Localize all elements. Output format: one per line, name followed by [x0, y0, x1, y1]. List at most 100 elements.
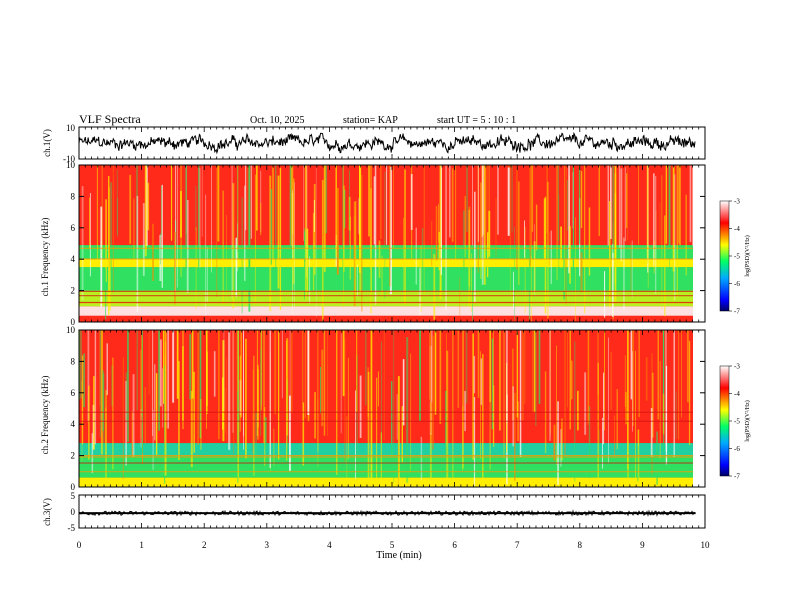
s1-streak [647, 165, 649, 288]
s1-streak [584, 165, 586, 314]
s2-band-1 [79, 455, 693, 478]
s2-streak [347, 357, 349, 459]
s1-streak [653, 240, 655, 274]
ch3-waveform-band [79, 512, 696, 515]
s2-streak [610, 351, 612, 410]
s1-streak [147, 182, 150, 231]
s1-streak [237, 165, 239, 268]
s1-streak [598, 165, 600, 236]
s1-streak [195, 185, 197, 232]
s2-streak [556, 345, 557, 465]
s1-streak [304, 165, 307, 300]
s1-streak [275, 165, 277, 275]
s1-streak [618, 165, 620, 248]
s2-streak [257, 364, 259, 440]
s2-streak [377, 371, 379, 407]
s1-streak [100, 206, 103, 307]
frequency-tick-label: 2 [71, 451, 76, 461]
s2-streak [81, 355, 84, 445]
s2-streak [452, 330, 454, 485]
s1-streak [556, 165, 558, 280]
s1-streak [393, 165, 394, 249]
s2-streak [695, 330, 696, 415]
s1-streak [180, 190, 182, 238]
s2-streak [446, 350, 449, 487]
s1-streak [380, 165, 382, 239]
s2-streak [564, 330, 566, 455]
s2-streak [659, 361, 661, 459]
s2-streak [240, 330, 242, 418]
s2-streak [273, 428, 275, 466]
s2-streak [136, 330, 138, 411]
s1-streak [659, 202, 661, 245]
colorbar-tick-label: -7 [734, 308, 740, 316]
s2-streak [398, 416, 399, 484]
s1-streak [474, 191, 476, 303]
s1-streak [626, 173, 628, 229]
s2-streak [503, 331, 505, 458]
time-tick-label: 7 [515, 540, 520, 550]
s2-streak [93, 376, 95, 450]
time-tick-label: 9 [640, 540, 645, 550]
s1-streak [610, 247, 612, 298]
s1-streak [222, 190, 224, 305]
s2-streak [200, 399, 202, 450]
s1-streak [245, 165, 247, 231]
s2-streak [125, 372, 128, 423]
s2-streak [111, 365, 113, 407]
s2-streak [560, 429, 562, 467]
s1-streak [109, 258, 111, 311]
s2-streak [656, 431, 658, 485]
colorbar-1-ticks: -3 -4 -5 -6 -7 [729, 198, 740, 316]
s1-line [79, 302, 693, 304]
s2-streak [397, 376, 400, 479]
s1-streak [325, 165, 328, 234]
s1-streak [451, 168, 454, 243]
s1-streak [609, 200, 611, 307]
s1-streak [692, 165, 693, 246]
s1-streak [439, 165, 442, 299]
s1-streak [186, 200, 189, 293]
s1-streak [548, 232, 550, 266]
s1-streak [260, 170, 262, 232]
frequency-tick-label: 0 [71, 317, 76, 327]
s2-streak [274, 330, 277, 415]
s2-streak [370, 330, 373, 481]
s1-streak [516, 165, 518, 270]
s1-line [79, 258, 693, 260]
s1-streak [335, 165, 337, 258]
s1-streak [679, 165, 681, 246]
s1-streak [678, 165, 680, 244]
s2-streak [473, 397, 476, 487]
s2-streak [638, 330, 640, 418]
date-label: Oct. 10, 2025 [250, 115, 304, 126]
s1-streak [431, 221, 433, 266]
s1-streak [464, 195, 466, 258]
s1-streak [529, 165, 531, 267]
station-label: station= KAP [343, 115, 398, 126]
s1-streak [292, 178, 295, 285]
s2-streak [604, 330, 605, 431]
s1-streak [689, 165, 692, 242]
s1-streak [343, 165, 344, 308]
time-tick-label: 4 [327, 540, 332, 550]
s1-streak [546, 165, 548, 234]
s1-streak [563, 252, 566, 300]
s2-streak [675, 391, 677, 439]
s1-streak [108, 176, 110, 315]
s1-streak [664, 215, 666, 317]
s1-streak [674, 174, 676, 301]
s1-band-1 [79, 306, 693, 316]
s2-streak [673, 330, 675, 458]
s1-streak [569, 226, 571, 284]
s1-streak [161, 185, 162, 237]
s1-streak [524, 226, 526, 314]
s1-streak [415, 227, 417, 285]
s2-streak [665, 330, 667, 446]
s1-streak [588, 207, 591, 276]
frequency-tick-label: 6 [71, 388, 76, 398]
s1-streak [133, 198, 135, 262]
s2-streak [158, 330, 160, 431]
s1-streak [374, 165, 377, 305]
s2-streak [103, 373, 105, 464]
